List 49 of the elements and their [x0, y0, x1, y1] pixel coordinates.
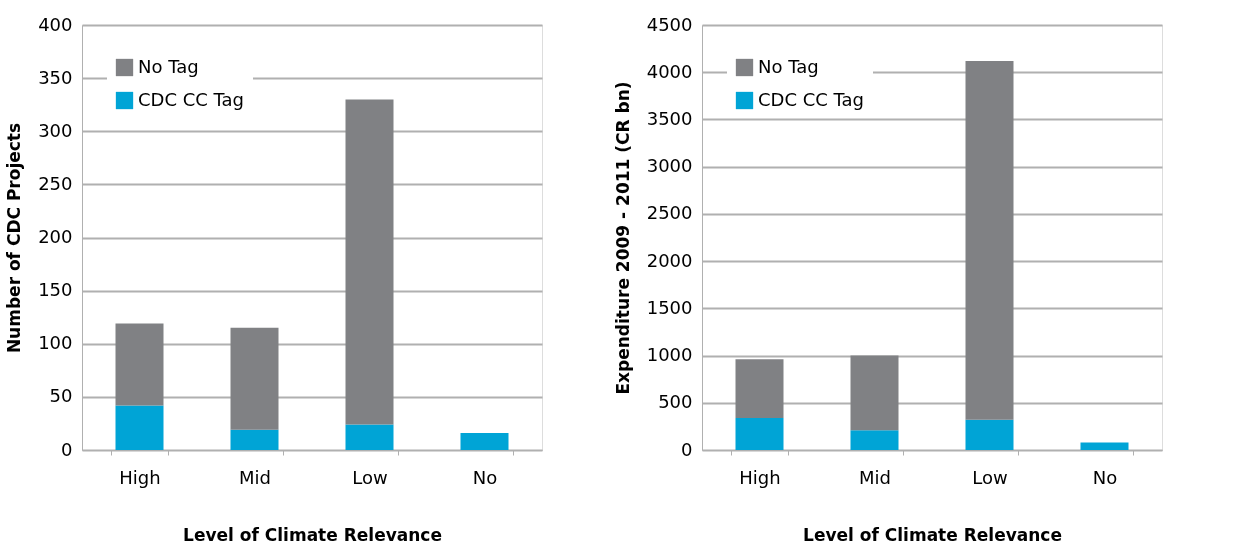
x-axis-title: Level of Climate Relevance — [803, 524, 1062, 545]
bar — [850, 355, 899, 431]
y-tick-label: 100 — [38, 332, 73, 354]
bar — [850, 430, 899, 450]
y-tick-label: 2000 — [646, 249, 693, 271]
y-tick-label: 300 — [38, 119, 73, 141]
bar — [115, 405, 164, 450]
x-tick-label: No — [472, 466, 498, 488]
bar — [965, 419, 1014, 450]
bar — [230, 327, 279, 430]
y-tick-label: 250 — [38, 172, 73, 194]
bar — [115, 323, 164, 406]
bar — [735, 359, 784, 418]
y-tick-label: 350 — [38, 66, 73, 88]
y-tick-label: 50 — [49, 385, 73, 407]
x-tick-label: High — [739, 466, 781, 488]
y-tick-label: 4000 — [646, 60, 693, 82]
x-tick-label: Mid — [859, 466, 891, 488]
bar — [460, 433, 509, 450]
legend-label: CDC CC Tag — [138, 88, 245, 110]
x-tick-label: Low — [972, 466, 1008, 488]
x-tick-label: Mid — [239, 466, 271, 488]
x-axis-title: Level of Climate Relevance — [183, 524, 442, 545]
bar — [230, 429, 279, 450]
bar — [345, 424, 394, 450]
x-tick-label: Low — [352, 466, 388, 488]
bar — [965, 60, 1014, 420]
legend-label: No Tag — [138, 55, 199, 77]
y-tick-label: 2500 — [646, 202, 693, 224]
y-tick-label: 0 — [61, 438, 73, 460]
y-tick-label: 1000 — [646, 344, 693, 366]
legend-label: CDC CC Tag — [758, 88, 865, 110]
y-tick-label: 500 — [658, 391, 693, 413]
y-tick-label: 3500 — [646, 107, 693, 129]
y-tick-label: 150 — [38, 279, 73, 301]
y-tick-label: 0 — [681, 438, 693, 460]
y-tick-label: 200 — [38, 226, 73, 247]
y-axis-title: Number of CDC Projects — [4, 122, 25, 354]
legend-label: No Tag — [758, 55, 819, 77]
bar — [345, 99, 394, 425]
y-axis-title: Expenditure 2009 - 2011 (CR bn) — [612, 81, 633, 395]
y-tick-label: 1500 — [646, 296, 693, 318]
y-tick-label: 3000 — [646, 155, 693, 177]
x-tick-label: No — [1092, 466, 1118, 488]
bar — [735, 417, 784, 450]
y-tick-label: 4500 — [646, 13, 693, 35]
y-tick-label: 400 — [38, 13, 73, 35]
x-tick-label: High — [119, 466, 161, 488]
bar — [1080, 442, 1129, 450]
